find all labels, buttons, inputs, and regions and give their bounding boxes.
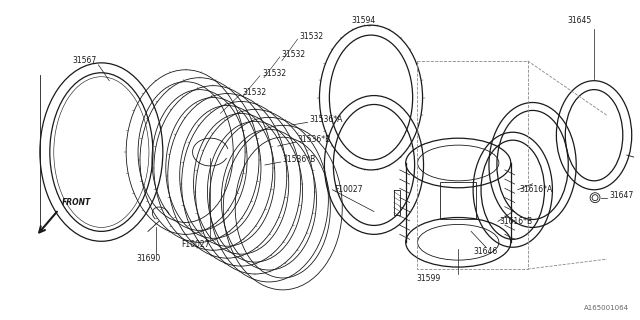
Text: 31532: 31532 [242,88,266,97]
Text: 31536*A: 31536*A [310,115,343,124]
Text: 31646: 31646 [474,247,498,256]
Text: 31532: 31532 [262,69,286,78]
Text: 31645: 31645 [567,16,591,25]
Text: 31532: 31532 [300,32,324,41]
Text: 31599: 31599 [417,274,440,283]
Text: 31594: 31594 [351,16,376,25]
Text: 31647: 31647 [609,191,633,200]
Text: 31616*B: 31616*B [500,217,533,227]
Text: 31616*A: 31616*A [520,185,553,194]
Text: 31532: 31532 [282,50,306,59]
Text: 31536*B: 31536*B [283,155,316,164]
Text: A165001064: A165001064 [584,305,628,311]
Text: FRONT: FRONT [61,197,91,207]
Text: F10027: F10027 [181,240,210,249]
Text: F10027: F10027 [334,185,363,194]
Text: 31567: 31567 [72,56,97,65]
Text: 31690: 31690 [137,254,161,263]
Text: 31536*B: 31536*B [298,135,331,144]
